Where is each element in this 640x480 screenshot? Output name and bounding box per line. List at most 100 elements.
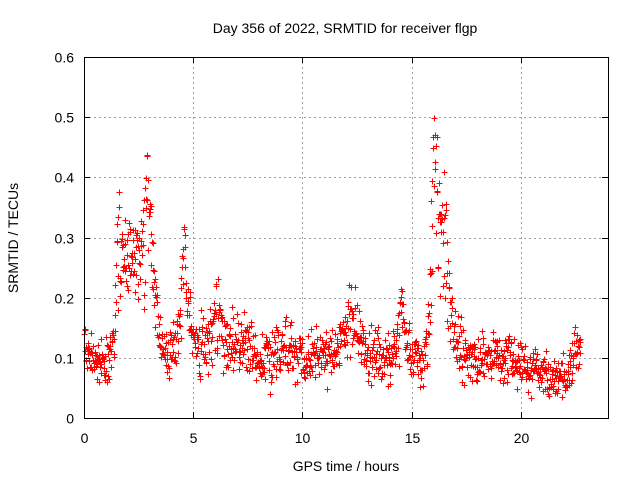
data-point — [441, 273, 448, 280]
data-point — [176, 322, 183, 329]
data-point — [111, 354, 118, 361]
data-point — [306, 356, 313, 363]
data-point — [446, 285, 453, 292]
data-point — [122, 268, 129, 275]
data-point — [167, 337, 174, 344]
data-point — [437, 293, 444, 300]
data-point — [178, 335, 185, 342]
data-point — [251, 345, 258, 352]
data-point — [502, 360, 509, 367]
data-point — [98, 336, 105, 343]
data-point — [198, 307, 205, 314]
data-point — [560, 350, 567, 357]
data-point — [182, 264, 189, 271]
data-point — [272, 339, 279, 346]
data-point — [378, 376, 385, 383]
data-point — [576, 344, 583, 351]
data-point — [263, 334, 270, 341]
data-point — [200, 315, 207, 322]
data-point — [194, 350, 201, 357]
data-point — [371, 337, 378, 344]
data-point — [525, 389, 532, 396]
data-point — [334, 349, 341, 356]
data-point — [211, 300, 218, 307]
data-point — [170, 319, 177, 326]
data-point — [350, 335, 357, 342]
data-point — [474, 364, 481, 371]
data-point — [113, 262, 120, 269]
data-point — [96, 379, 103, 386]
data-point — [373, 366, 380, 373]
data-point — [501, 348, 508, 355]
data-point — [536, 384, 543, 391]
data-point — [387, 372, 394, 379]
x-tick-label: 20 — [514, 430, 530, 446]
data-point — [238, 321, 245, 328]
data-point — [228, 350, 235, 357]
data-point — [511, 336, 518, 343]
data-point — [174, 330, 181, 337]
data-point — [308, 364, 315, 371]
data-point — [358, 334, 365, 341]
data-point — [429, 223, 436, 230]
data-point — [523, 369, 530, 376]
data-point — [423, 334, 430, 341]
data-point — [326, 343, 333, 350]
y-tick-label: 0.1 — [55, 351, 75, 367]
data-point — [455, 339, 462, 346]
data-point — [148, 262, 155, 269]
data-point — [358, 351, 365, 358]
data-point — [433, 230, 440, 237]
data-point — [460, 327, 467, 334]
data-point — [381, 371, 388, 378]
data-point — [145, 247, 152, 254]
data-point — [241, 347, 248, 354]
data-point — [307, 372, 314, 379]
data-point — [418, 348, 425, 355]
data-point — [117, 278, 124, 285]
data-point — [298, 349, 305, 356]
data-point — [273, 324, 280, 331]
data-point — [164, 349, 171, 356]
data-point — [205, 371, 212, 378]
data-point — [285, 367, 292, 374]
data-point — [269, 329, 276, 336]
grid-lines — [84, 57, 608, 418]
data-point — [446, 270, 453, 277]
data-point — [368, 322, 375, 329]
data-point — [142, 279, 149, 286]
data-point — [164, 369, 171, 376]
data-point — [546, 393, 553, 400]
data-point — [92, 349, 99, 356]
data-point — [389, 351, 396, 358]
data-point — [285, 348, 292, 355]
data-point — [409, 353, 416, 360]
data-point — [429, 268, 436, 275]
data-point — [349, 341, 356, 348]
data-point — [260, 360, 267, 367]
data-point — [573, 338, 580, 345]
data-point — [455, 313, 462, 320]
data-point — [313, 323, 320, 330]
data-point — [187, 289, 194, 296]
data-point — [108, 364, 115, 371]
data-point — [488, 365, 495, 372]
data-point — [140, 242, 147, 249]
data-point — [327, 335, 334, 342]
data-point — [497, 377, 504, 384]
data-point — [480, 335, 487, 342]
data-point — [131, 250, 138, 257]
data-point — [204, 335, 211, 342]
data-point — [196, 362, 203, 369]
data-point — [197, 373, 204, 380]
x-tick-label: 5 — [190, 430, 198, 446]
data-point — [238, 329, 245, 336]
data-point — [342, 314, 349, 321]
data-point — [574, 332, 581, 339]
data-point — [500, 380, 507, 387]
data-point — [369, 364, 376, 371]
data-point — [343, 332, 350, 339]
data-point — [526, 375, 533, 382]
data-point — [347, 354, 354, 361]
data-point — [257, 351, 264, 358]
